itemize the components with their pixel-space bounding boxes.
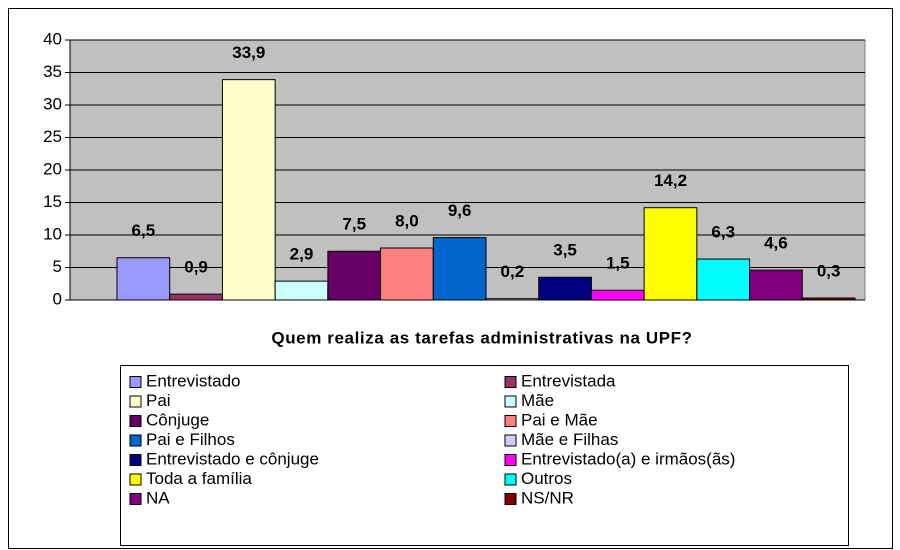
value-label: 7,5	[342, 215, 366, 234]
value-label: 1,5	[606, 254, 630, 273]
legend-label: Pai e Filhos	[146, 430, 235, 449]
legend-label: Pai	[146, 391, 171, 410]
bar	[538, 276, 592, 301]
bar	[221, 79, 276, 301]
legend-label: NS/NR	[521, 488, 574, 507]
bar	[749, 269, 803, 301]
y-tick-label: 10	[43, 224, 62, 243]
value-label: 0,9	[184, 258, 208, 277]
y-tick-label: 40	[43, 29, 62, 48]
legend-label: Entrevistado(a) e irmãos(ãs)	[521, 449, 735, 468]
legend-swatch	[504, 376, 517, 388]
value-label: 33,9	[232, 43, 265, 62]
legend-label: Mãe	[521, 391, 554, 410]
legend-label: Entrevistado e cônjuge	[146, 449, 319, 468]
y-tick-label: 15	[43, 192, 62, 211]
value-label: 14,2	[654, 171, 687, 190]
bar	[116, 257, 171, 301]
bar	[327, 250, 382, 301]
bar	[274, 280, 329, 301]
legend-label: Entrevistado	[146, 371, 241, 390]
value-label: 8,0	[395, 211, 419, 230]
legend-swatch	[504, 493, 517, 505]
legend-swatch	[504, 473, 517, 486]
y-tick-label: 30	[43, 94, 62, 113]
legend-swatch	[129, 434, 142, 447]
legend-label: Toda a família	[146, 469, 252, 488]
legend-label: Entrevistada	[521, 371, 616, 390]
value-label: 0,3	[817, 262, 841, 281]
y-tick-label: 20	[43, 159, 62, 178]
value-label: 9,6	[448, 201, 472, 220]
value-label: 6,3	[711, 223, 735, 242]
legend-swatch	[129, 415, 142, 427]
y-tick-label: 5	[53, 257, 62, 276]
bar	[432, 237, 487, 301]
y-tick-label: 25	[43, 127, 62, 146]
legend-label: Outros	[521, 469, 572, 488]
bar	[643, 207, 698, 301]
legend-swatch	[504, 434, 517, 447]
legend-swatch	[504, 395, 517, 408]
bar	[169, 293, 223, 301]
chart-title: Quem realiza as tarefas administrativas …	[271, 328, 692, 347]
legend-box	[120, 365, 849, 546]
legend-swatch	[504, 454, 517, 466]
legend-swatch	[129, 454, 142, 466]
value-label: 4,6	[764, 234, 788, 253]
bar	[380, 247, 434, 301]
legend-swatch	[504, 415, 517, 427]
value-label: 2,9	[290, 245, 314, 264]
legend-swatch	[129, 395, 142, 408]
legend-label: Cônjuge	[146, 410, 209, 429]
value-label: 3,5	[553, 241, 577, 260]
y-tick-label: 0	[53, 289, 62, 308]
value-label: 0,2	[501, 262, 525, 281]
y-tick-label: 35	[43, 62, 62, 81]
legend-label: Pai e Mãe	[521, 410, 598, 429]
legend-swatch	[129, 473, 142, 486]
value-label: 6,5	[132, 221, 156, 240]
legend-swatch	[129, 493, 142, 505]
legend-label: NA	[146, 488, 170, 507]
legend-label: Mãe e Filhas	[521, 430, 618, 449]
legend-swatch	[129, 376, 142, 388]
bar	[590, 289, 645, 301]
bar	[696, 258, 751, 301]
